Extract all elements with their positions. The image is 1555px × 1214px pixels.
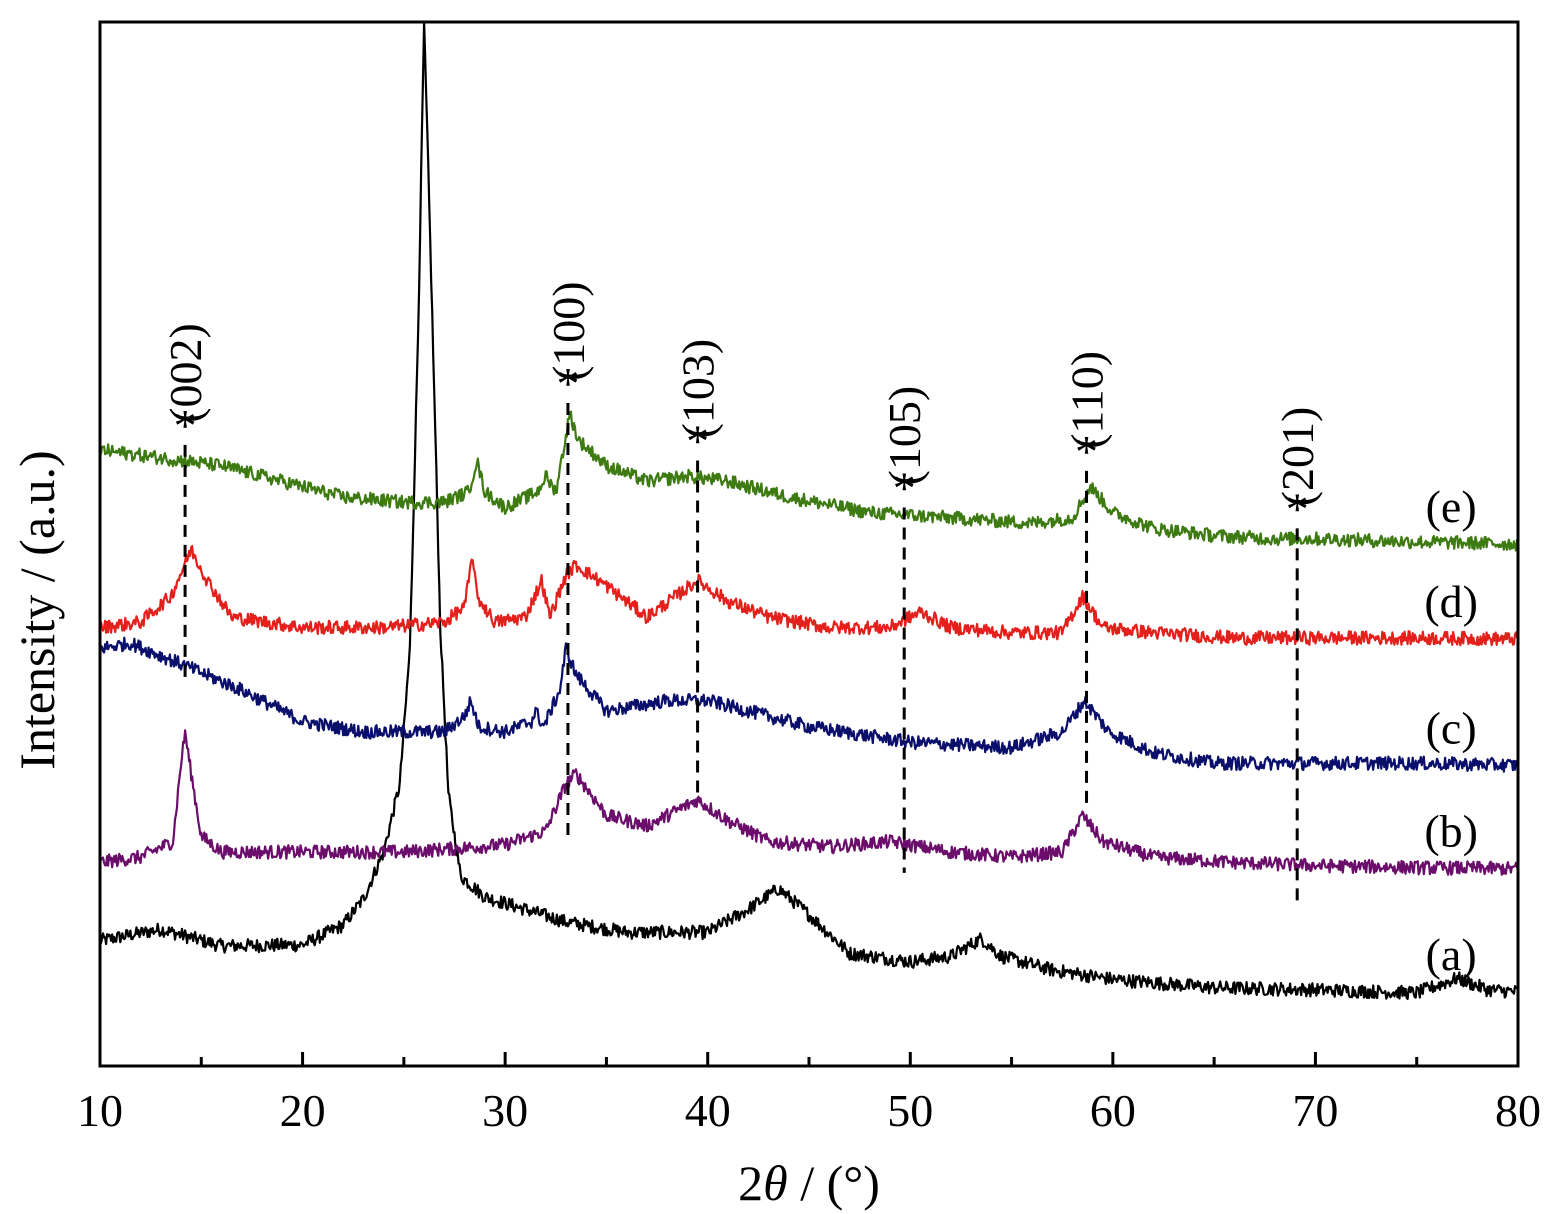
x-tick-label-2: 20 xyxy=(280,1085,326,1136)
x-axis-title-suffix: / (°) xyxy=(788,1155,880,1211)
series-label-1: (a) xyxy=(1426,929,1477,980)
x-axis: 10 20 30 40 50 60 70 80 xyxy=(77,1052,1541,1136)
peak-label-4: (105) xyxy=(879,386,930,486)
series-labels: (a) (b) (c) (d) (e) xyxy=(1424,481,1478,980)
peak-label-3: (103) xyxy=(673,339,724,439)
peak-label-2: (100) xyxy=(543,281,594,381)
series-line-1 xyxy=(98,20,1519,1001)
series-line-2 xyxy=(98,729,1519,876)
plot-frame xyxy=(98,20,1520,1068)
x-axis-title-prefix: 2 xyxy=(738,1155,763,1211)
x-axis-title: 2θ / (°) xyxy=(738,1155,880,1211)
series-line-5 xyxy=(98,410,1520,552)
series-layer xyxy=(98,20,1520,1001)
peak-label-1: (002) xyxy=(160,323,211,423)
peak-marker-3: * xyxy=(686,415,709,466)
y-axis-title: Intensity / (a.u.) xyxy=(9,450,65,769)
x-tick-label-5: 50 xyxy=(887,1085,933,1136)
x-tick-label-7: 70 xyxy=(1292,1085,1338,1136)
x-tick-label-6: 60 xyxy=(1090,1085,1136,1136)
peak-label-6: (201) xyxy=(1272,407,1323,507)
x-tick-label-4: 40 xyxy=(685,1085,731,1136)
series-label-2: (b) xyxy=(1424,806,1478,857)
x-axis-title-theta: θ xyxy=(763,1155,788,1211)
x-tick-label-1: 10 xyxy=(77,1085,123,1136)
series-label-3: (c) xyxy=(1426,702,1477,753)
series-line-3 xyxy=(99,636,1520,773)
peak-label-5: (110) xyxy=(1062,351,1113,449)
peak-markers: *(002) *(100)*(103)*(105) *(110)*(201) xyxy=(160,281,1323,905)
x-tick-label-3: 30 xyxy=(482,1085,528,1136)
series-label-4: (d) xyxy=(1424,576,1478,627)
series-line-4 xyxy=(98,545,1519,647)
peak-marker-4: * xyxy=(893,462,916,513)
peak-marker-5: * xyxy=(1075,426,1098,477)
x-tick-label-8: 80 xyxy=(1495,1085,1541,1136)
peak-marker-1: * xyxy=(174,400,197,451)
series-label-5: (e) xyxy=(1426,481,1477,532)
peak-marker-6: * xyxy=(1286,483,1309,534)
peak-marker-2: * xyxy=(556,358,579,409)
